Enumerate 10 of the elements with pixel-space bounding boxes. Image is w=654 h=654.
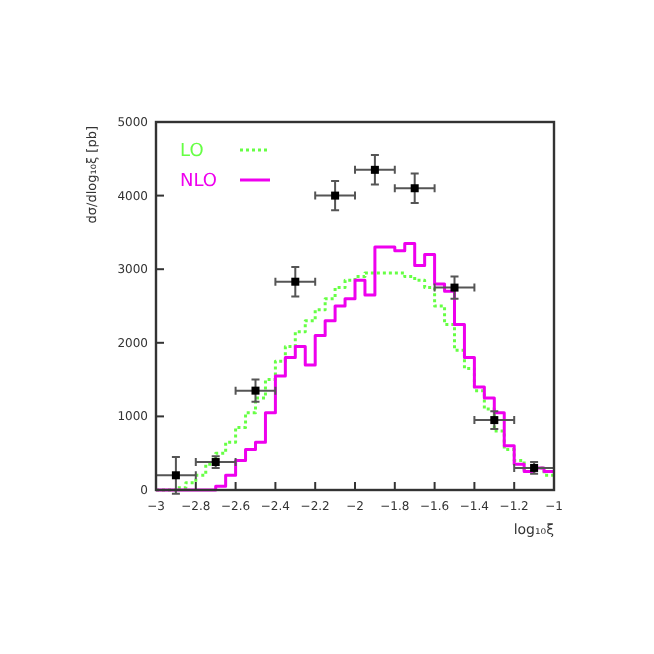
point [251, 386, 260, 395]
legend-label: NLO [180, 172, 218, 192]
point [291, 277, 300, 286]
point [490, 416, 499, 425]
point [331, 191, 340, 200]
point [171, 471, 180, 480]
point [410, 184, 419, 193]
point [450, 283, 459, 292]
point [370, 165, 379, 174]
legend-label: LO [180, 142, 204, 162]
